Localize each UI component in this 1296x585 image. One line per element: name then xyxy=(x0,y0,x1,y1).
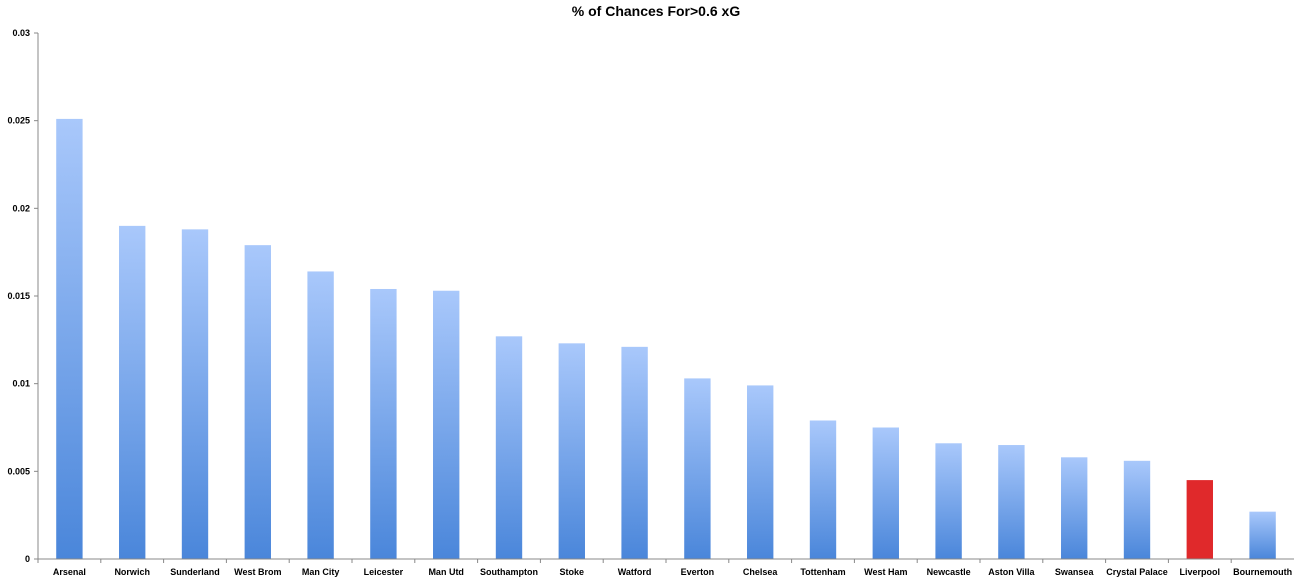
x-tick-label: Swansea xyxy=(1055,567,1095,577)
x-tick-label: West Brom xyxy=(234,567,281,577)
x-tick-label: Everton xyxy=(681,567,715,577)
y-axis: 0 0.005 0.01 0.015 0.02 0.025 0.03 xyxy=(7,28,39,564)
y-tick-label: 0 xyxy=(25,554,30,564)
x-tick-label: Sunderland xyxy=(170,567,220,577)
x-tick-label: Bournemouth xyxy=(1233,567,1292,577)
y-tick-label: 0.03 xyxy=(12,28,30,38)
y-tick-label: 0.025 xyxy=(7,116,30,126)
x-tick-label: Leicester xyxy=(364,567,404,577)
bar-swansea xyxy=(1061,457,1088,559)
chart-title: % of Chances For>0.6 xG xyxy=(572,3,741,19)
x-tick-label: Liverpool xyxy=(1180,567,1221,577)
y-tick-label: 0.02 xyxy=(12,203,30,213)
bar-liverpool xyxy=(1186,480,1213,559)
x-tick-label: Newcastle xyxy=(927,567,971,577)
bar-watford xyxy=(621,346,648,559)
bar-newcastle xyxy=(935,443,962,559)
x-tick-label: Chelsea xyxy=(743,567,779,577)
bar-arsenal xyxy=(56,118,83,559)
x-tick-label: Stoke xyxy=(560,567,585,577)
bar-southampton xyxy=(495,336,523,559)
y-tick-label: 0.015 xyxy=(7,291,30,301)
bar-west-brom xyxy=(244,245,271,559)
bar-man-city xyxy=(307,271,334,559)
bar-norwich xyxy=(119,225,146,559)
x-tick-label: Man City xyxy=(302,567,340,577)
y-tick-label: 0.005 xyxy=(7,466,30,476)
bar-chelsea xyxy=(747,385,774,559)
x-tick-label: Watford xyxy=(618,567,652,577)
bar-aston-villa xyxy=(998,445,1025,559)
bars xyxy=(56,118,1276,559)
bar-bournemouth xyxy=(1249,511,1276,559)
x-tick-label: Tottenham xyxy=(800,567,845,577)
bar-tottenham xyxy=(809,420,837,559)
x-tick-label: West Ham xyxy=(864,567,907,577)
bar-crystal-palace xyxy=(1123,460,1151,559)
x-axis: Arsenal Norwich Sunderland West Brom Man Cit… xyxy=(37,558,1294,577)
x-tick-label: Crystal Palace xyxy=(1106,567,1168,577)
x-tick-label: Arsenal xyxy=(53,567,86,577)
x-tick-label: Norwich xyxy=(114,567,150,577)
bar-stoke xyxy=(558,343,585,559)
bar-sunderland xyxy=(181,229,209,559)
x-tick-label: Aston Villa xyxy=(988,567,1035,577)
y-tick-label: 0.01 xyxy=(12,379,30,389)
bar-everton xyxy=(684,378,711,559)
bar-west-ham xyxy=(872,427,899,559)
x-tick-label: Man Utd xyxy=(428,567,464,577)
x-tick-label: Southampton xyxy=(480,567,538,577)
bar-man-utd xyxy=(433,290,460,559)
bar-leicester xyxy=(370,288,397,559)
